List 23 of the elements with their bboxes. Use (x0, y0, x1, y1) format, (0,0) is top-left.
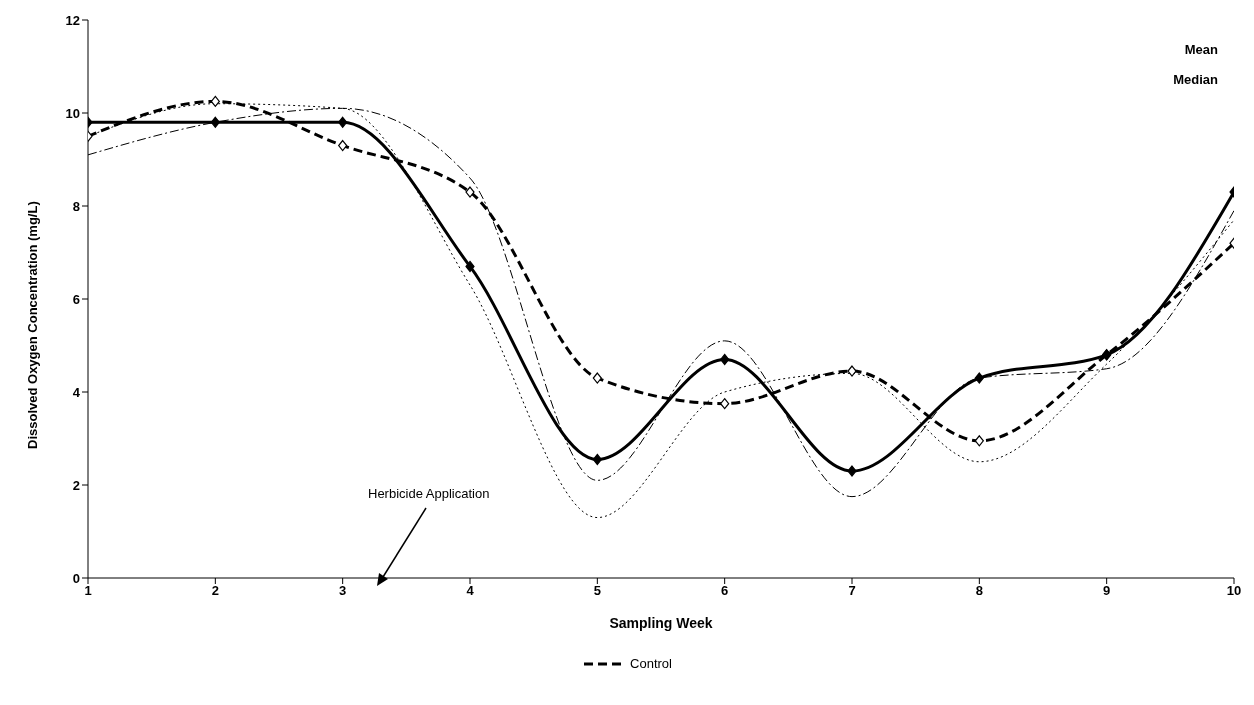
x-axis-title: Sampling Week (609, 615, 713, 631)
x-tick-label: 9 (1103, 583, 1111, 599)
x-tick-label: 10 (1226, 583, 1242, 599)
y-tick-label: 10 (65, 105, 80, 121)
y-tick-label: 0 (72, 570, 80, 586)
legend-label: Control (630, 656, 672, 671)
x-tick-label: 2 (211, 583, 219, 599)
x-tick-label: 3 (339, 583, 347, 599)
annotation: Mean (1184, 42, 1218, 57)
x-tick-label: 8 (975, 583, 983, 599)
y-tick-label: 12 (65, 12, 80, 28)
y-tick-label: 8 (72, 198, 80, 214)
annotation: Median (1173, 72, 1218, 87)
x-tick-label: 6 (721, 583, 729, 599)
x-tick-label: 7 (848, 583, 856, 599)
y-tick-label: 4 (72, 384, 81, 400)
x-tick-label: 1 (84, 583, 92, 599)
x-tick-label: 5 (593, 583, 601, 599)
y-axis-title: Dissolved Oxygen Concentration (mg/L) (24, 201, 40, 449)
y-tick-label: 2 (72, 477, 80, 493)
y-tick-label: 6 (72, 291, 80, 307)
x-tick-label: 4 (466, 583, 475, 599)
annotation: Herbicide Application (368, 486, 490, 501)
